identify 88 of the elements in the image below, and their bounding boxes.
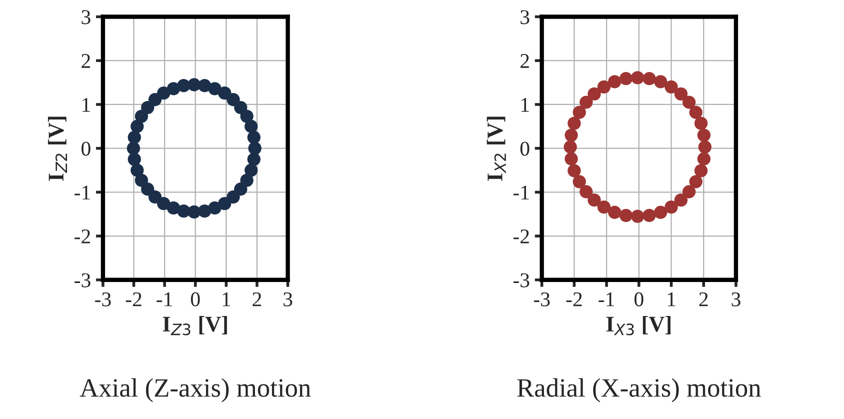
y-tick-label: 2 xyxy=(82,54,90,68)
y-tick-label: -2 xyxy=(513,229,529,244)
x-tick-label: -3 xyxy=(534,292,550,306)
point xyxy=(689,106,702,119)
x-tick-label: 1 xyxy=(668,292,676,306)
x-tick-label: 3 xyxy=(732,292,740,306)
point xyxy=(664,200,678,214)
point xyxy=(244,120,258,133)
point xyxy=(588,193,601,207)
x-tick-label: -1 xyxy=(156,292,172,306)
point xyxy=(564,140,577,154)
x-tick-label: -2 xyxy=(126,292,142,306)
point xyxy=(642,72,656,86)
point xyxy=(568,164,581,178)
point xyxy=(698,140,712,154)
x-tick-label: -2 xyxy=(566,292,582,306)
point xyxy=(619,208,633,222)
x-tick-label: 2 xyxy=(252,292,262,306)
point xyxy=(654,206,668,219)
text: Axial (Z-axis) motion xyxy=(80,378,311,402)
y-tick-label: -1 xyxy=(513,186,529,200)
y-tick-label: -3 xyxy=(513,273,530,288)
point xyxy=(631,210,644,223)
point xyxy=(128,152,141,166)
x-tick-label: 1 xyxy=(222,292,230,306)
y-tick-label: 2 xyxy=(520,54,529,68)
x-tick-label: 3 xyxy=(284,292,292,306)
x-axis-title: I$_{X3}$ [V] xyxy=(606,316,670,336)
point xyxy=(130,164,144,177)
text: Radial (X-axis) motion xyxy=(517,378,761,402)
point xyxy=(697,128,711,142)
point xyxy=(564,128,578,142)
point xyxy=(564,152,578,166)
point xyxy=(580,185,593,198)
point xyxy=(247,130,261,144)
y-axis-title: I$_{X2}$ [V] xyxy=(486,116,506,181)
point xyxy=(568,116,581,130)
point xyxy=(580,96,593,109)
x-tick-label: 0 xyxy=(190,292,200,306)
point xyxy=(130,120,144,133)
y-tick-label: 1 xyxy=(82,98,90,112)
x-tick-label: -3 xyxy=(95,292,111,306)
point xyxy=(157,86,170,100)
point xyxy=(572,106,586,119)
point xyxy=(226,190,240,204)
point xyxy=(166,82,180,96)
point xyxy=(226,93,240,106)
point xyxy=(608,206,622,219)
y-tick-label: 0 xyxy=(82,142,90,156)
point xyxy=(682,96,696,109)
point xyxy=(218,196,232,210)
point xyxy=(694,164,708,178)
point xyxy=(682,185,696,198)
point xyxy=(654,75,668,88)
point xyxy=(619,72,633,86)
y-axis-title: I$_{Z2}$ [V] xyxy=(48,116,68,181)
x-tick-label: -1 xyxy=(598,292,614,306)
y-tick-label: -2 xyxy=(74,229,90,244)
point xyxy=(631,71,644,84)
y-tick-label: 3 xyxy=(82,10,90,24)
x-tick-label: 2 xyxy=(699,292,708,306)
point xyxy=(697,152,711,166)
point xyxy=(588,87,601,101)
point xyxy=(674,193,688,207)
point xyxy=(128,130,141,144)
point xyxy=(689,175,702,188)
point xyxy=(642,208,656,222)
point xyxy=(240,174,254,187)
point xyxy=(244,164,258,177)
point xyxy=(126,142,140,155)
point xyxy=(597,80,611,94)
x-axis-title: I$_{Z3}$ [V] xyxy=(162,316,227,336)
point xyxy=(674,87,688,101)
y-tick-label: 1 xyxy=(521,98,529,112)
y-tick-label: 0 xyxy=(520,142,530,156)
y-tick-label: 3 xyxy=(520,10,530,24)
x-tick-label: 0 xyxy=(634,292,644,306)
point xyxy=(694,116,708,130)
point xyxy=(134,110,148,123)
point xyxy=(148,93,162,106)
point xyxy=(597,200,611,214)
point xyxy=(664,80,678,94)
y-tick-label: -1 xyxy=(74,186,90,200)
point xyxy=(572,175,586,188)
point xyxy=(247,152,261,166)
point xyxy=(608,75,622,88)
point xyxy=(148,190,162,204)
y-tick-label: -3 xyxy=(74,273,90,288)
